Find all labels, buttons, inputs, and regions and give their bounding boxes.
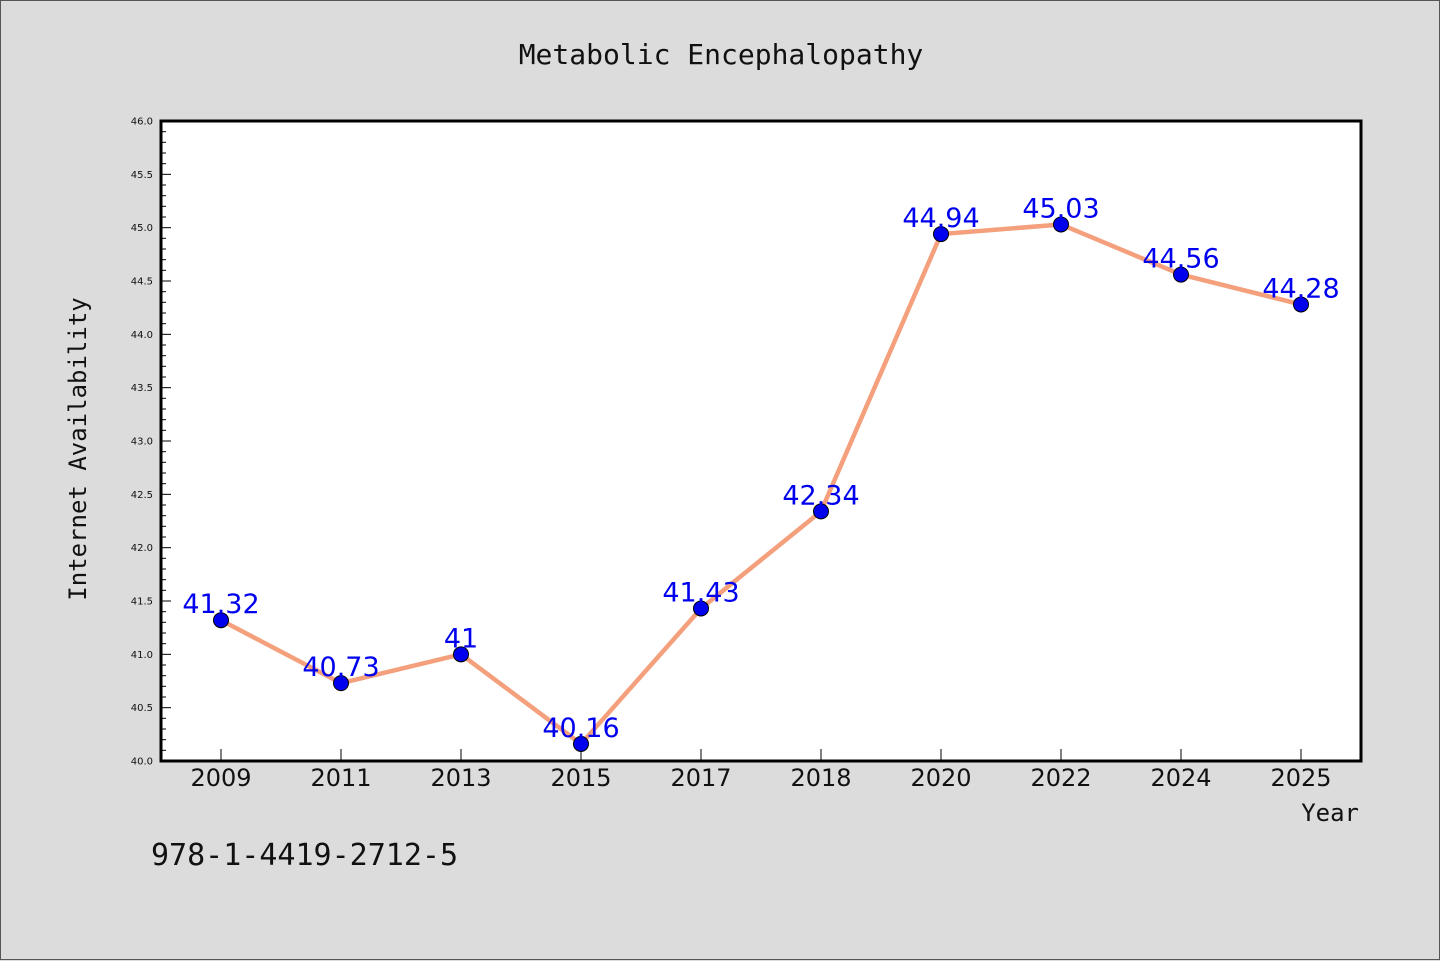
x-tick-label: 2020 (910, 764, 971, 792)
x-tick-label: 2009 (190, 764, 251, 792)
data-point (1173, 266, 1189, 283)
y-axis-label: Internet Availability (64, 297, 92, 600)
x-tick-label: 2024 (1150, 764, 1211, 792)
plot-border (159, 119, 1363, 763)
data-label: 41 (444, 623, 478, 654)
data-point (813, 503, 829, 520)
y-tick-label: 45.0 (131, 223, 153, 234)
data-label: 45.03 (1022, 193, 1099, 224)
plot-area (161, 121, 1361, 761)
chart-title: Metabolic Encephalopathy (519, 38, 924, 71)
y-tick-label: 44.5 (131, 277, 153, 288)
x-tick-label: 2017 (670, 764, 731, 792)
data-point (573, 735, 589, 752)
y-tick-label: 43.0 (131, 437, 153, 448)
x-tick-label: 2018 (790, 764, 851, 792)
y-tick-label: 40.5 (131, 703, 153, 714)
x-tick-label: 2015 (550, 764, 611, 792)
x-tick-label: 2013 (430, 764, 491, 792)
data-point (1293, 296, 1309, 313)
data-point (693, 600, 709, 617)
data-label: 44.28 (1262, 273, 1339, 304)
data-point (1053, 216, 1069, 233)
series-group: 41.32 40.73 41 40.16 41.43 42.34 44.94 45.03 44.… (182, 193, 1340, 752)
x-axis-ticks: 2009 2011 2013 2015 2017 2018 2020 2022 2024 2025 (190, 749, 1332, 792)
footnote-isbn: 978-1-4419-2712-5 (151, 838, 458, 873)
x-axis-label: Year (1301, 799, 1359, 827)
y-tick-label: 42.5 (131, 490, 153, 501)
data-label: 41.32 (182, 589, 259, 620)
data-label: 40.16 (542, 713, 619, 744)
y-axis-ticks: 40.0 40.5 41.0 41.5 42.0 42.5 43.0 43.5 44.0 44.5… (131, 117, 171, 768)
data-point (213, 612, 229, 629)
y-tick-label: 44.0 (131, 330, 153, 341)
y-tick-label: 41.5 (131, 597, 153, 608)
data-label: 44.94 (902, 203, 979, 234)
series-line (218, 222, 1304, 747)
data-label: 44.56 (1142, 244, 1219, 275)
data-point (453, 646, 469, 663)
x-tick-label: 2025 (1270, 764, 1331, 792)
y-tick-label: 41.0 (131, 650, 153, 661)
x-tick-label: 2022 (1030, 764, 1091, 792)
y-tick-label: 42.0 (131, 543, 153, 554)
x-tick-label: 2011 (310, 764, 371, 792)
data-label: 42.34 (782, 480, 859, 511)
data-point (933, 226, 949, 243)
data-label: 41.43 (662, 577, 739, 608)
y-tick-label: 46.0 (131, 117, 153, 128)
data-label: 40.73 (302, 652, 379, 683)
data-point (333, 675, 349, 692)
y-tick-label: 40.0 (131, 757, 153, 768)
y-tick-label: 43.5 (131, 383, 153, 394)
y-tick-label: 45.5 (131, 170, 153, 181)
